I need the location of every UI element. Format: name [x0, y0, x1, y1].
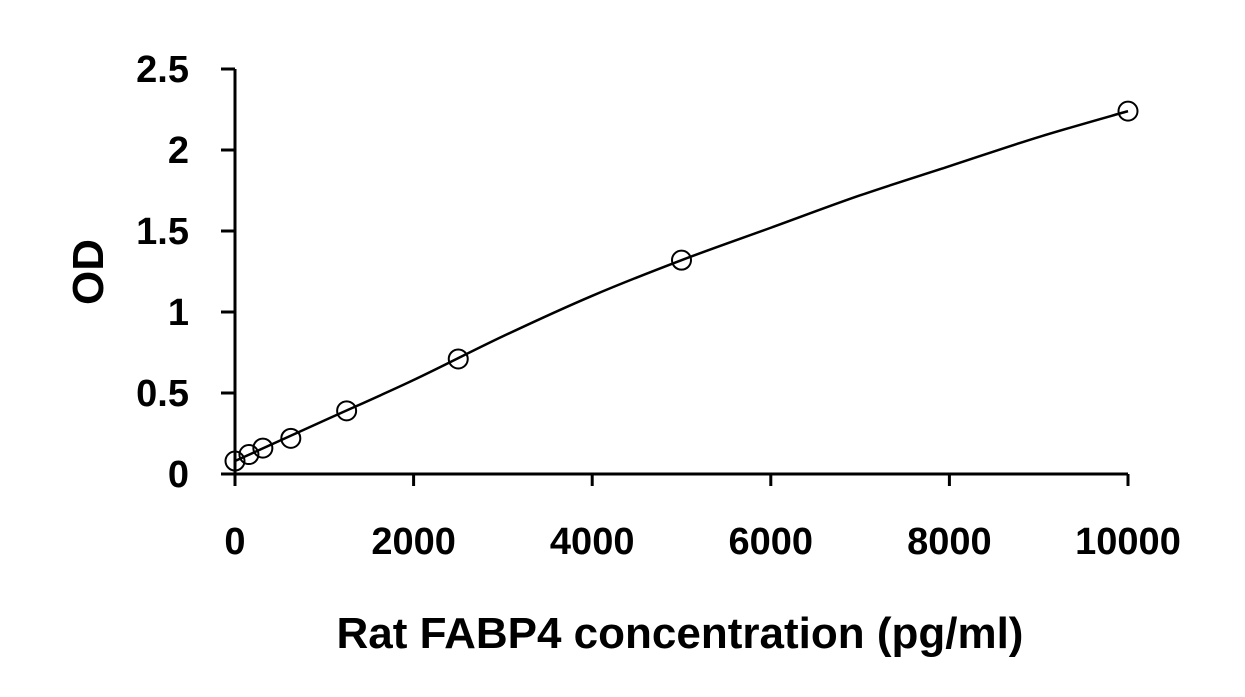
y-tick-label: 0	[168, 454, 189, 496]
data-point	[1117, 100, 1139, 122]
x-tick-label: 6000	[729, 521, 814, 563]
x-tick-label: 10000	[1075, 521, 1181, 563]
y-tick-label: 1.5	[136, 211, 189, 253]
labels-layer: Rat FABP4 concentration (pg/ml) OD 0 0.5 1…	[64, 49, 1181, 658]
x-tick-label: 8000	[907, 521, 992, 563]
data-point	[224, 450, 246, 472]
data-point	[671, 249, 692, 271]
axes	[221, 67, 1130, 486]
data-point	[252, 437, 274, 459]
data-points-layer	[224, 100, 1139, 472]
y-tick-label: 1	[168, 292, 189, 334]
data-point	[280, 427, 302, 449]
y-tick-label: 2	[168, 130, 189, 172]
data-point	[336, 400, 358, 422]
y-tick-label: 2.5	[136, 49, 189, 91]
x-tick-label: 0	[224, 521, 245, 563]
fit-curve-line	[234, 109, 1129, 463]
x-axis-title: Rat FABP4 concentration (pg/ml)	[337, 609, 1024, 658]
y-tick-label: 0.5	[136, 373, 189, 415]
data-point	[238, 444, 260, 466]
x-tick-label: 4000	[550, 521, 635, 563]
data-point	[447, 348, 469, 370]
x-tick-label: 2000	[371, 521, 456, 563]
fit-curve-layer	[234, 109, 1129, 463]
y-axis-title: OD	[64, 239, 113, 305]
